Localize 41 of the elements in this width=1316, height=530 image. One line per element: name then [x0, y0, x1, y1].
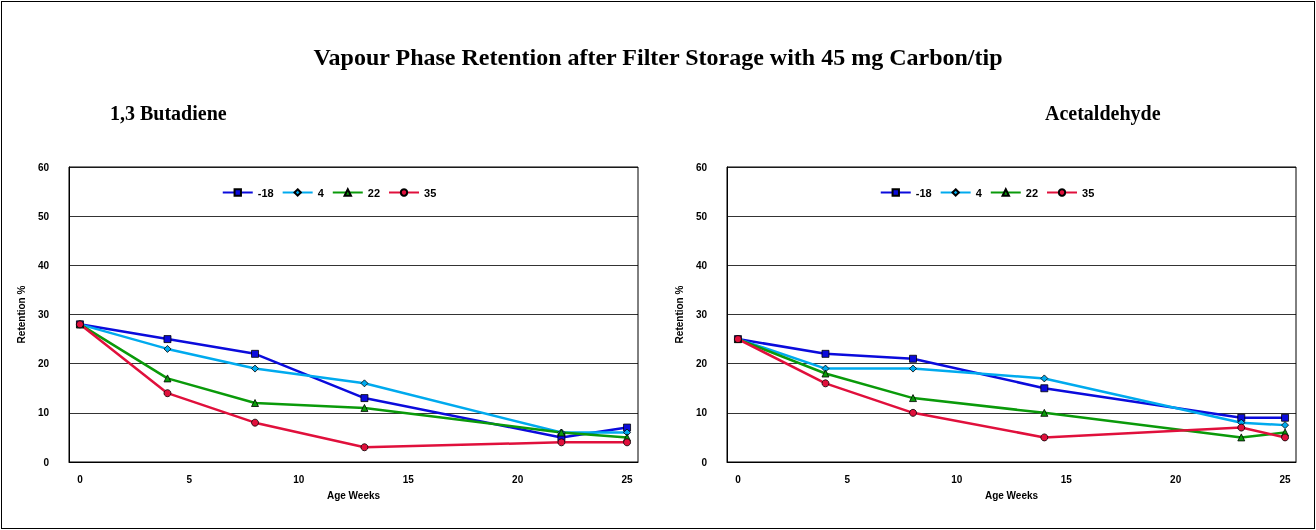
x-tick-label: 0 [77, 473, 84, 485]
y-tick-label: 30 [37, 309, 50, 320]
y-tick-label: 20 [695, 358, 708, 370]
legend-label: 4 [975, 186, 983, 199]
legend-label: 4 [317, 186, 325, 199]
y-tick-label: 0 [43, 456, 50, 468]
x-tick-label: 10 [951, 473, 963, 485]
legend-label: -18 [915, 186, 932, 199]
x-tick-label: 5 [844, 473, 851, 485]
y-axis-title: Retention % [674, 285, 686, 344]
legend-label: 22 [1025, 186, 1039, 199]
x-tick-label: 25 [1279, 473, 1292, 485]
x-tick-label: 15 [1060, 473, 1073, 485]
legend-label: -18 [257, 186, 274, 199]
y-tick-label: 60 [695, 161, 708, 173]
x-tick-label: 25 [621, 473, 634, 485]
x-tick-label: 5 [186, 473, 193, 485]
legend-label: 35 [424, 186, 437, 199]
y-tick-label: 0 [701, 456, 708, 468]
y-tick-label: 40 [37, 259, 50, 271]
y-tick-label: 20 [37, 358, 50, 370]
y-tick-label: 50 [37, 210, 50, 222]
x-tick-label: 15 [402, 473, 415, 485]
legend-label: 22 [367, 186, 381, 199]
x-tick-label: 20 [1170, 473, 1182, 485]
y-tick-label: 30 [695, 309, 708, 320]
y-tick-label: 10 [695, 407, 708, 419]
legend-label: 35 [1082, 186, 1095, 199]
x-tick-label: 10 [293, 473, 305, 485]
x-axis-title: Age Weeks [326, 489, 381, 501]
x-tick-label: 20 [512, 473, 524, 485]
chart-title: Vapour Phase Retention after Filter Storage with 45 mg Carbon/tip [312, 44, 1004, 71]
x-tick-label: 0 [735, 473, 742, 485]
chart-subtitle: Acetaldehyde [1045, 102, 1161, 125]
chart-subtitle: 1,3 Butadiene [110, 102, 227, 124]
y-tick-label: 40 [695, 259, 708, 271]
y-tick-label: 10 [37, 407, 50, 419]
x-axis-title: Age Weeks [984, 489, 1039, 501]
y-axis-title: Retention % [16, 285, 28, 344]
y-tick-label: 50 [695, 210, 708, 222]
y-tick-label: 60 [37, 161, 50, 173]
